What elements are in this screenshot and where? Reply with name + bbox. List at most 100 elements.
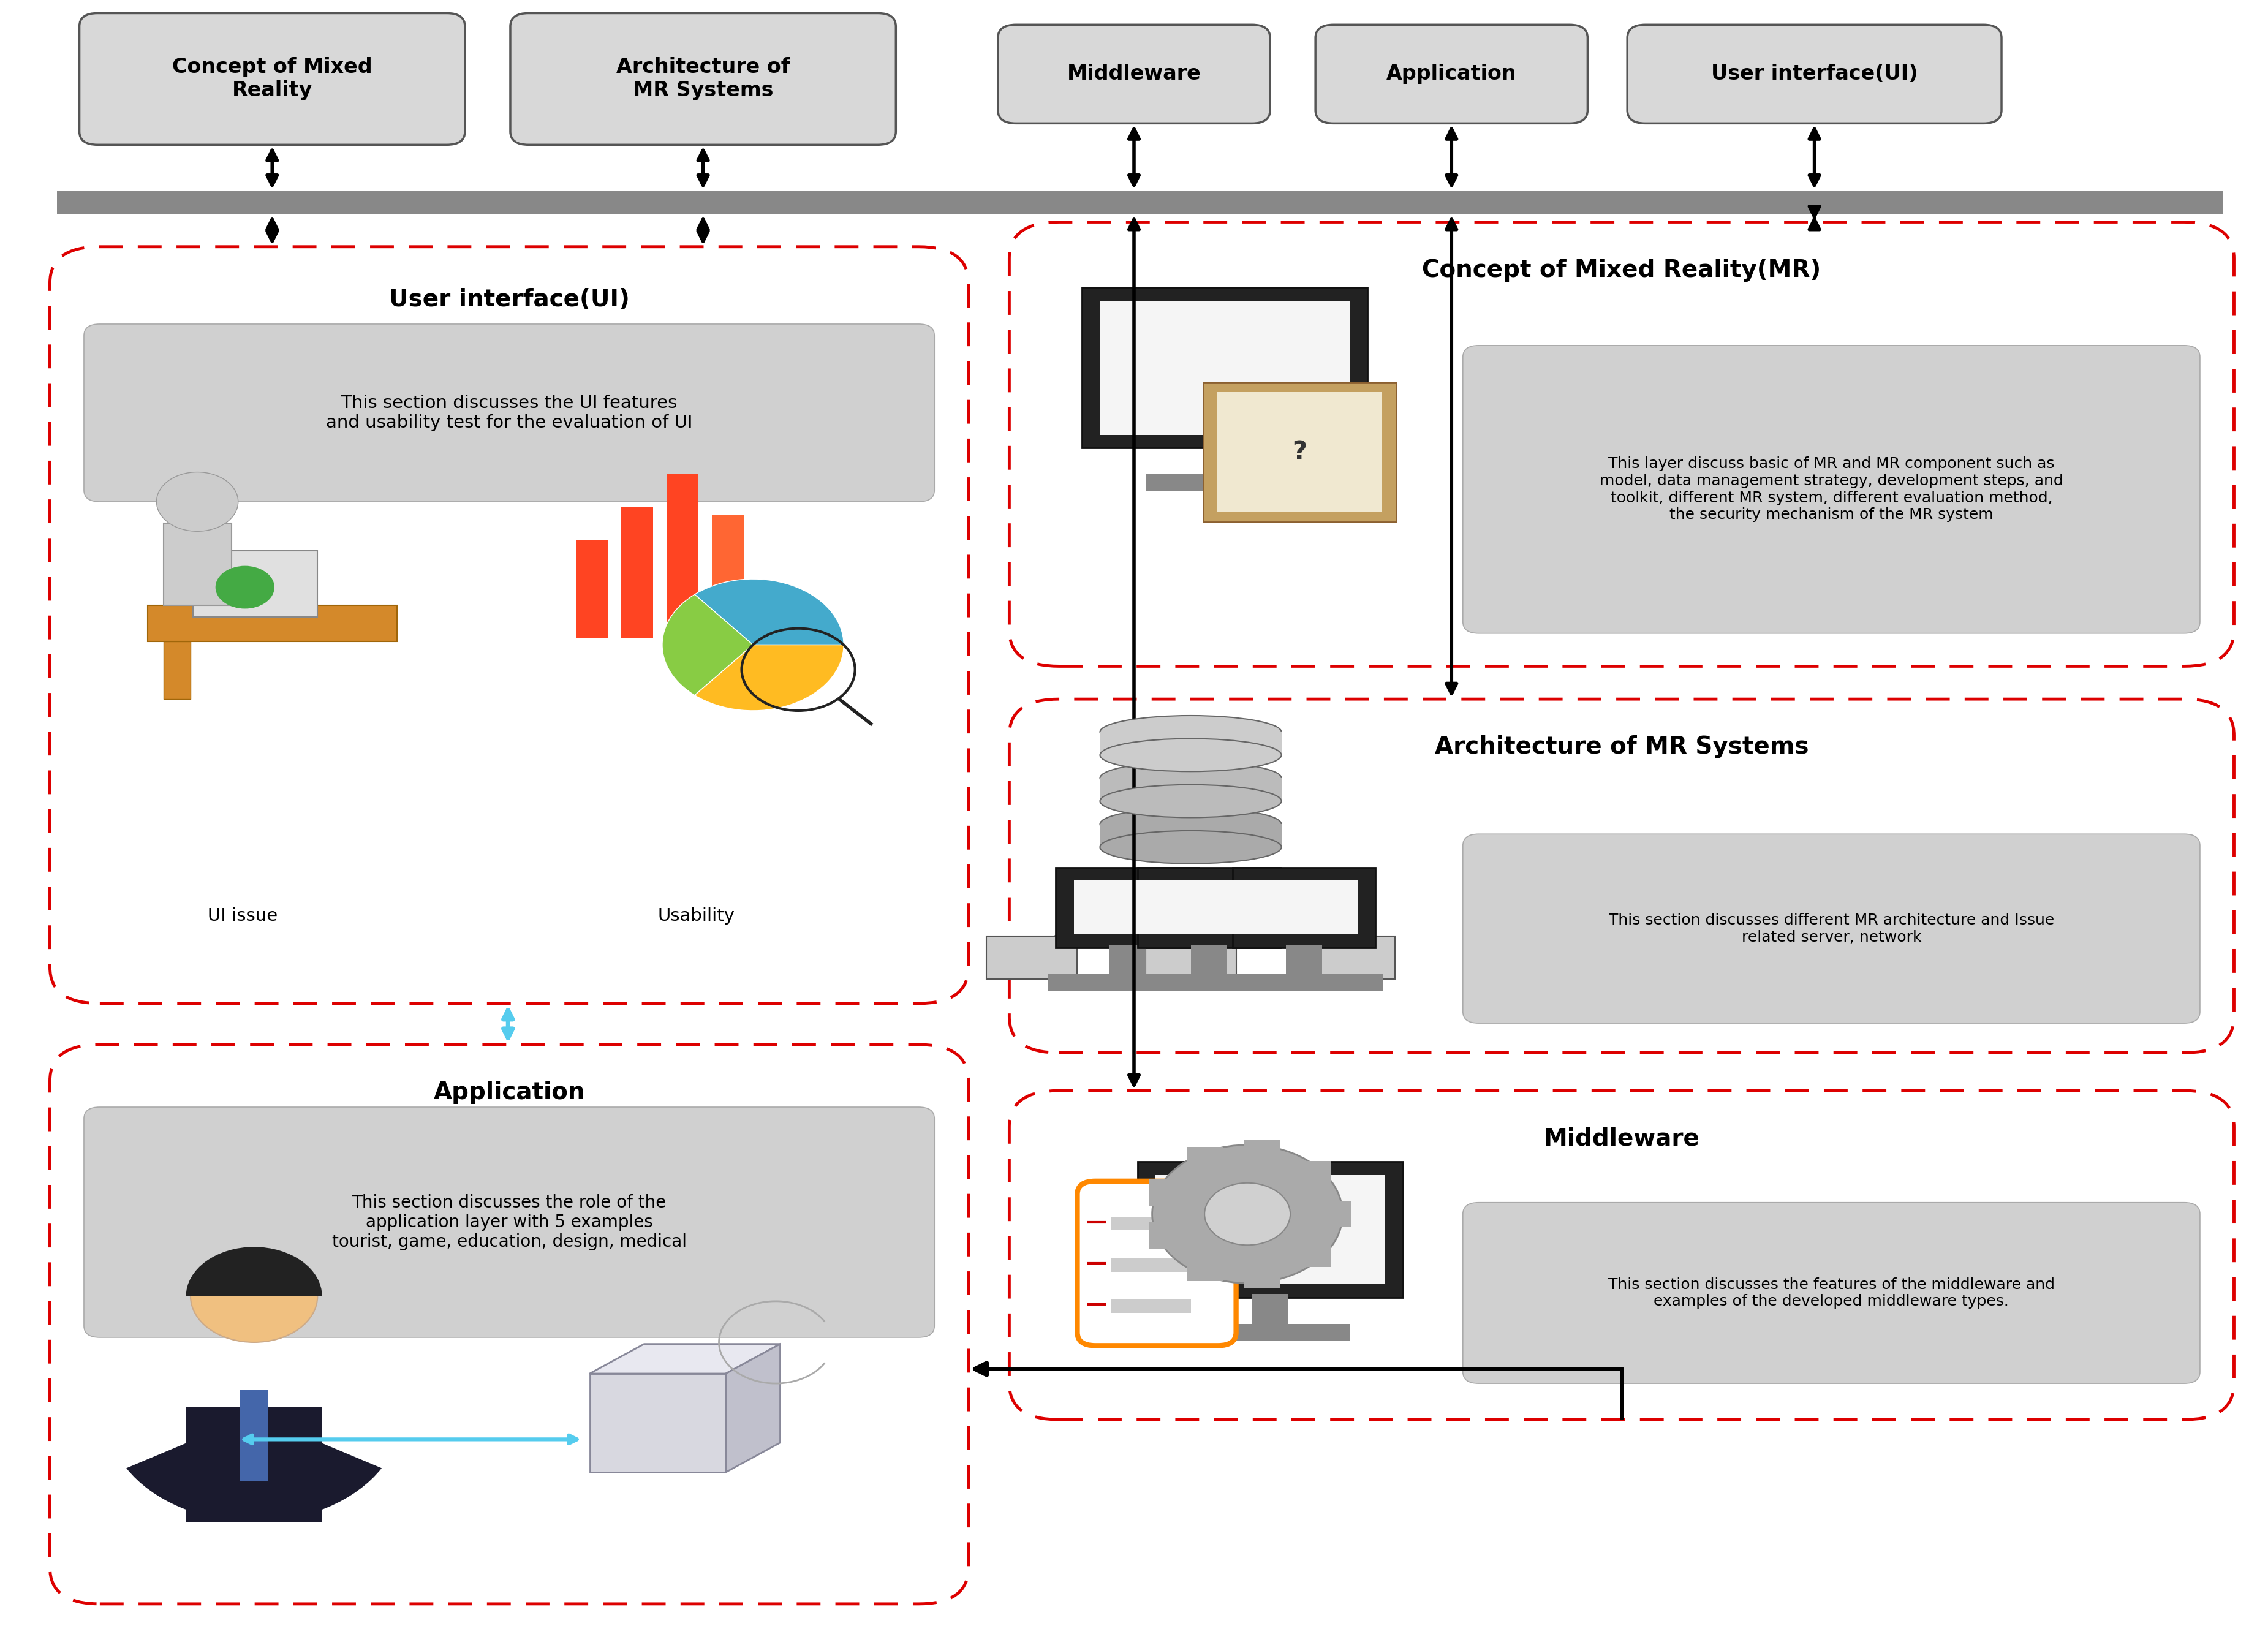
Bar bbox=[621, 507, 653, 638]
FancyBboxPatch shape bbox=[510, 13, 896, 145]
FancyBboxPatch shape bbox=[1136, 867, 1279, 948]
Wedge shape bbox=[694, 579, 844, 645]
Ellipse shape bbox=[1100, 739, 1281, 772]
FancyBboxPatch shape bbox=[1628, 25, 2003, 123]
Text: Middleware: Middleware bbox=[1066, 64, 1202, 84]
Bar bbox=[1245, 1262, 1281, 1288]
FancyBboxPatch shape bbox=[1315, 25, 1588, 123]
Circle shape bbox=[156, 472, 238, 531]
Text: UI issue: UI issue bbox=[209, 908, 277, 924]
Text: This layer discuss basic of MR and MR component such as
model, data management s: This layer discuss basic of MR and MR co… bbox=[1599, 456, 2064, 523]
FancyBboxPatch shape bbox=[1075, 880, 1179, 934]
Bar bbox=[987, 936, 1077, 979]
Bar bbox=[1145, 936, 1236, 979]
Bar bbox=[1191, 1324, 1349, 1341]
Text: ?: ? bbox=[1293, 439, 1306, 466]
Circle shape bbox=[1152, 1145, 1343, 1283]
Bar bbox=[712, 515, 744, 638]
FancyBboxPatch shape bbox=[1202, 383, 1395, 523]
Text: User interface(UI): User interface(UI) bbox=[1710, 64, 1919, 84]
FancyBboxPatch shape bbox=[186, 1406, 322, 1522]
FancyBboxPatch shape bbox=[998, 25, 1270, 123]
Bar bbox=[1295, 1161, 1331, 1188]
FancyBboxPatch shape bbox=[1009, 699, 2234, 1053]
Polygon shape bbox=[590, 1344, 780, 1374]
Bar bbox=[1295, 1240, 1331, 1267]
Text: Middleware: Middleware bbox=[1545, 1127, 1699, 1150]
Bar bbox=[1148, 1179, 1184, 1206]
Bar bbox=[1145, 474, 1304, 490]
Text: This section discusses the UI features
and usability test for the evaluation of : This section discusses the UI features a… bbox=[327, 395, 692, 431]
Text: Usability: Usability bbox=[658, 908, 735, 924]
Text: Concept of Mixed Reality(MR): Concept of Mixed Reality(MR) bbox=[1422, 258, 1821, 281]
Bar bbox=[1100, 778, 1281, 801]
Text: Architecture of MR Systems: Architecture of MR Systems bbox=[1436, 735, 1808, 758]
Bar bbox=[1109, 944, 1145, 980]
Polygon shape bbox=[726, 1344, 780, 1472]
Bar bbox=[147, 605, 397, 642]
Bar bbox=[1111, 1258, 1191, 1272]
Ellipse shape bbox=[1100, 831, 1281, 864]
Wedge shape bbox=[662, 594, 753, 696]
Bar bbox=[57, 191, 2223, 214]
Circle shape bbox=[1204, 1183, 1290, 1245]
Ellipse shape bbox=[1100, 716, 1281, 748]
FancyBboxPatch shape bbox=[193, 551, 318, 617]
FancyBboxPatch shape bbox=[1463, 834, 2200, 1023]
Text: This section discusses the features of the middleware and
examples of the develo: This section discusses the features of t… bbox=[1608, 1277, 2055, 1309]
Bar bbox=[1186, 1147, 1222, 1173]
Bar bbox=[590, 1374, 726, 1472]
FancyBboxPatch shape bbox=[1082, 288, 1368, 447]
Wedge shape bbox=[694, 645, 844, 711]
Bar bbox=[1225, 974, 1383, 990]
Bar bbox=[1111, 1217, 1191, 1230]
FancyBboxPatch shape bbox=[1463, 345, 2200, 633]
FancyBboxPatch shape bbox=[1234, 867, 1374, 948]
Bar bbox=[1129, 974, 1288, 990]
FancyBboxPatch shape bbox=[50, 1045, 968, 1604]
Text: Architecture of
MR Systems: Architecture of MR Systems bbox=[617, 58, 789, 100]
Bar bbox=[1245, 1140, 1281, 1166]
FancyBboxPatch shape bbox=[84, 324, 934, 502]
FancyBboxPatch shape bbox=[1055, 867, 1198, 948]
Text: This section discusses different MR architecture and Issue
related server, netwo: This section discusses different MR arch… bbox=[1608, 913, 2055, 944]
FancyBboxPatch shape bbox=[1009, 1091, 2234, 1420]
FancyBboxPatch shape bbox=[50, 247, 968, 1003]
FancyBboxPatch shape bbox=[1252, 880, 1356, 934]
FancyBboxPatch shape bbox=[79, 13, 465, 145]
Bar bbox=[1100, 824, 1281, 847]
Bar bbox=[1191, 944, 1227, 980]
FancyBboxPatch shape bbox=[1136, 1161, 1402, 1298]
Ellipse shape bbox=[1100, 762, 1281, 795]
Bar bbox=[163, 642, 191, 699]
Bar bbox=[1186, 1255, 1222, 1281]
Wedge shape bbox=[127, 1415, 381, 1522]
Bar bbox=[1207, 444, 1243, 480]
Bar bbox=[1100, 732, 1281, 755]
FancyBboxPatch shape bbox=[1216, 392, 1381, 513]
Bar bbox=[1148, 1222, 1184, 1249]
Wedge shape bbox=[186, 1247, 322, 1296]
FancyBboxPatch shape bbox=[163, 523, 231, 605]
FancyBboxPatch shape bbox=[1157, 1175, 1383, 1285]
Text: This section discusses the role of the
application layer with 5 examples
tourist: This section discusses the role of the a… bbox=[331, 1194, 687, 1250]
Text: User interface(UI): User interface(UI) bbox=[388, 288, 631, 311]
Bar bbox=[1111, 1300, 1191, 1313]
FancyBboxPatch shape bbox=[1077, 1181, 1236, 1346]
FancyBboxPatch shape bbox=[1463, 1202, 2200, 1383]
Text: Application: Application bbox=[433, 1081, 585, 1104]
Circle shape bbox=[215, 566, 274, 609]
Bar bbox=[1286, 944, 1322, 980]
Text: Concept of Mixed
Reality: Concept of Mixed Reality bbox=[172, 58, 372, 100]
Bar bbox=[1048, 974, 1207, 990]
Bar bbox=[1252, 1295, 1288, 1331]
FancyBboxPatch shape bbox=[1100, 301, 1349, 434]
Bar bbox=[576, 540, 608, 638]
FancyBboxPatch shape bbox=[1009, 222, 2234, 666]
Bar bbox=[667, 474, 699, 638]
FancyBboxPatch shape bbox=[240, 1390, 268, 1480]
Circle shape bbox=[191, 1250, 318, 1342]
Bar bbox=[1315, 1201, 1352, 1227]
FancyBboxPatch shape bbox=[84, 1107, 934, 1337]
FancyBboxPatch shape bbox=[1157, 880, 1261, 934]
